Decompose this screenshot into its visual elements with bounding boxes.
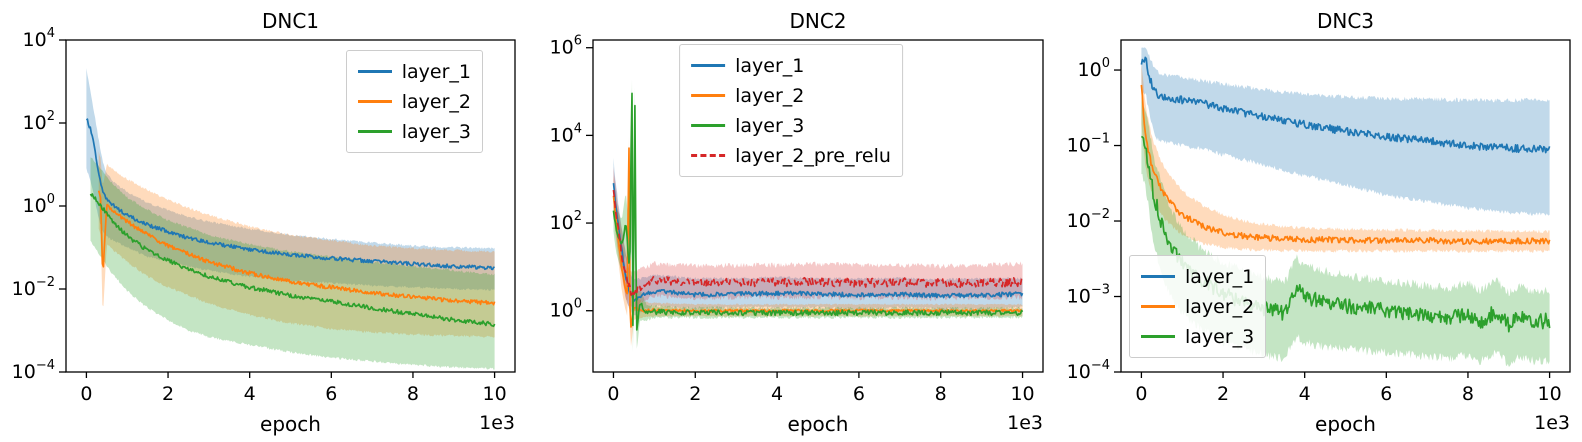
svg-text:4: 4 <box>771 383 783 405</box>
x-axis-label: epoch <box>1315 412 1376 436</box>
legend-label: layer_2 <box>1185 295 1255 318</box>
svg-text:4: 4 <box>1299 383 1311 405</box>
svg-text:0: 0 <box>607 383 619 405</box>
svg-text:10−3: 10−3 <box>1067 283 1110 308</box>
chart-panel-dnc3: 0 2 4 6 8 10 100 10−1 10−2 10−3 10−4 DNC3 layer_1 l… <box>1055 0 1582 442</box>
svg-text:8: 8 <box>407 383 419 405</box>
svg-text:104: 104 <box>23 26 55 51</box>
legend-item-layer_1: layer_1 <box>691 52 891 79</box>
legend-line-swatch <box>357 70 392 73</box>
legend-item-layer_3: layer_3 <box>357 118 471 145</box>
legend-item-layer_1: layer_1 <box>357 58 471 85</box>
chart-title: DNC2 <box>789 9 847 33</box>
legend-label: layer_3 <box>735 114 805 137</box>
legend-label: layer_3 <box>401 120 471 143</box>
chart-canvas-dnc2: 0 2 4 6 8 10 106 104 102 100 <box>550 34 1044 405</box>
svg-text:8: 8 <box>1462 383 1474 405</box>
legend: layer_1 layer_2 layer_3 <box>1129 255 1267 358</box>
legend-label: layer_1 <box>1185 265 1255 288</box>
svg-text:6: 6 <box>325 383 337 405</box>
svg-text:10−2: 10−2 <box>12 275 55 300</box>
svg-text:10: 10 <box>482 383 506 405</box>
svg-text:102: 102 <box>550 209 582 234</box>
legend-line-swatch <box>357 100 392 103</box>
legend-item-layer_2: layer_2 <box>691 82 891 109</box>
chart-canvas-dnc1: 0 2 4 6 8 10 104 102 100 10−2 10−4 <box>12 26 516 405</box>
legend-line-swatch <box>357 130 392 133</box>
svg-text:100: 100 <box>550 297 582 322</box>
legend-line-swatch <box>691 154 726 157</box>
svg-text:6: 6 <box>853 383 865 405</box>
axis-offset-label: 1e3 <box>479 412 515 434</box>
legend-line-swatch <box>691 64 726 67</box>
legend-label: layer_2_pre_relu <box>735 144 891 167</box>
legend: layer_1 layer_2 layer_3 layer_2_pre_relu <box>679 44 903 177</box>
svg-text:10−4: 10−4 <box>1067 358 1110 383</box>
legend-item-layer_3: layer_3 <box>1141 323 1254 350</box>
legend-item-layer_1: layer_1 <box>1141 263 1254 290</box>
svg-text:10: 10 <box>1010 383 1034 405</box>
svg-text:106: 106 <box>550 34 582 59</box>
legend-label: layer_1 <box>735 54 805 77</box>
legend-label: layer_1 <box>401 60 471 83</box>
axis-offset-label: 1e3 <box>1534 412 1570 434</box>
chart-canvas-dnc3: 0 2 4 6 8 10 100 10−1 10−2 10−3 10−4 <box>1067 39 1571 405</box>
legend-item-layer_2: layer_2 <box>357 88 471 115</box>
svg-text:2: 2 <box>162 383 174 405</box>
legend-label: layer_3 <box>1185 325 1255 348</box>
chart-title: DNC1 <box>261 9 320 33</box>
chart-panel-dnc1: 0 2 4 6 8 10 104 102 100 10−2 10−4 DNC1 layer_1 lay… <box>0 0 527 442</box>
svg-text:4: 4 <box>244 383 256 405</box>
legend-line-swatch <box>691 124 726 127</box>
chart-panel-dnc2: 0 2 4 6 8 10 106 104 102 100 DNC2 layer_1 layer_2 l… <box>527 0 1055 442</box>
legend-label: layer_2 <box>401 90 471 113</box>
svg-text:2: 2 <box>689 383 701 405</box>
svg-text:8: 8 <box>935 383 947 405</box>
svg-text:2: 2 <box>1217 383 1229 405</box>
legend-line-swatch <box>1141 275 1175 278</box>
svg-text:104: 104 <box>550 121 582 146</box>
svg-text:102: 102 <box>23 109 55 134</box>
svg-text:0: 0 <box>80 383 92 405</box>
x-axis-label: epoch <box>787 412 849 436</box>
x-axis-label: epoch <box>260 412 321 436</box>
legend-line-swatch <box>1141 335 1175 338</box>
legend-item-layer_2: layer_2 <box>1141 293 1254 320</box>
svg-text:10: 10 <box>1537 383 1561 405</box>
legend-line-swatch <box>1141 305 1175 308</box>
svg-text:100: 100 <box>23 192 55 217</box>
legend-line-swatch <box>691 94 726 97</box>
legend-item-layer_3: layer_3 <box>691 112 891 139</box>
chart-title: DNC3 <box>1316 9 1375 33</box>
svg-text:10−2: 10−2 <box>1067 207 1110 232</box>
svg-text:10−1: 10−1 <box>1067 132 1110 157</box>
axis-offset-label: 1e3 <box>1007 412 1043 434</box>
svg-text:6: 6 <box>1380 383 1392 405</box>
svg-text:10−4: 10−4 <box>12 358 55 383</box>
legend-label: layer_2 <box>735 84 805 107</box>
svg-text:100: 100 <box>1078 56 1110 81</box>
legend-item-layer_2_pre_relu: layer_2_pre_relu <box>691 142 891 169</box>
legend: layer_1 layer_2 layer_3 <box>345 50 483 153</box>
svg-text:0: 0 <box>1135 383 1147 405</box>
